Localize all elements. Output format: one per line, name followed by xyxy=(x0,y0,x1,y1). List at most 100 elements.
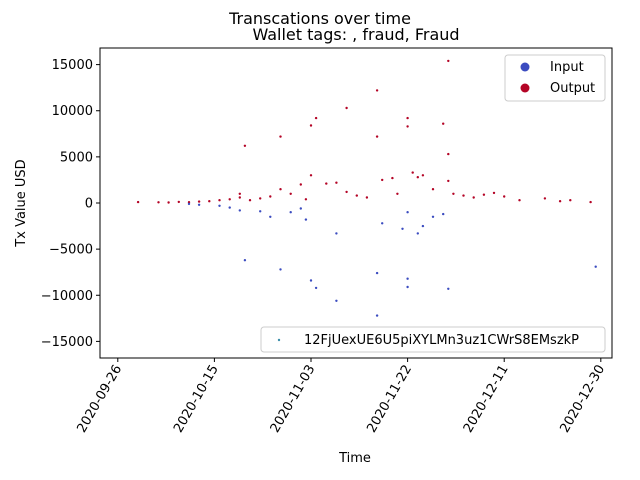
legend-output-label: Output xyxy=(550,81,595,96)
data-point-input xyxy=(416,232,419,235)
data-point-output xyxy=(411,171,414,174)
y-tick-label: −5000 xyxy=(49,243,93,258)
data-point-output xyxy=(406,125,409,128)
data-point-input xyxy=(375,314,379,317)
data-point-input xyxy=(309,279,313,282)
data-point-input xyxy=(421,224,425,228)
data-point-output xyxy=(345,190,348,194)
data-point-output xyxy=(335,181,338,184)
data-point-input xyxy=(381,222,384,225)
data-point-output xyxy=(304,198,308,201)
data-point-output xyxy=(375,89,379,92)
data-point-output xyxy=(289,192,292,195)
legend-wallet-marker xyxy=(277,338,281,342)
data-point-input xyxy=(314,286,318,290)
legend-input-label: Input xyxy=(550,60,584,75)
y-tick-label: 15000 xyxy=(52,58,93,73)
x-tick-label: 2020-12-11 xyxy=(461,363,512,436)
legend-lower-frame xyxy=(260,326,606,353)
x-tick-label: 2020-11-22 xyxy=(364,363,415,436)
data-point-output xyxy=(447,179,450,183)
data-point-output xyxy=(136,200,140,204)
data-point-output xyxy=(238,192,241,195)
points-layer xyxy=(136,59,597,317)
data-point-output xyxy=(482,193,486,196)
legend-upper-frame xyxy=(504,54,606,102)
data-point-output xyxy=(391,176,394,180)
data-point-input xyxy=(406,211,409,214)
data-point-output xyxy=(472,196,475,199)
legend-upper: Input Output xyxy=(504,54,606,102)
data-point-output xyxy=(558,200,562,203)
data-point-output xyxy=(177,200,180,204)
data-point-output xyxy=(314,116,318,120)
data-point-output xyxy=(442,122,445,125)
data-point-output xyxy=(187,201,191,204)
data-point-output xyxy=(381,178,384,182)
data-point-output xyxy=(355,194,358,197)
series-output xyxy=(136,59,592,204)
data-point-output xyxy=(406,116,409,120)
data-point-output xyxy=(228,198,231,201)
data-point-input xyxy=(243,259,247,262)
data-point-output xyxy=(259,197,262,200)
data-point-output xyxy=(325,182,328,185)
data-point-output xyxy=(309,124,313,127)
data-point-input xyxy=(238,209,241,212)
data-point-output xyxy=(157,201,160,204)
data-point-output xyxy=(518,199,521,202)
data-point-output xyxy=(167,201,170,204)
data-point-input xyxy=(228,206,231,209)
data-point-output xyxy=(416,176,419,179)
data-point-input xyxy=(431,215,435,218)
y-tick-label: −10000 xyxy=(41,289,93,304)
data-point-input xyxy=(269,215,272,218)
x-tick-label: 2020-09-26 xyxy=(74,363,125,436)
data-point-output xyxy=(421,174,425,177)
data-point-input xyxy=(289,211,292,214)
legend-wallet-label: 12FjUexUE6U5piXYLMn3uz1CWrS8EMszkP xyxy=(304,333,579,348)
data-point-output xyxy=(218,199,221,202)
data-point-output xyxy=(447,59,450,63)
data-point-output xyxy=(279,135,282,138)
data-point-input xyxy=(304,218,308,221)
y-tick-label: 10000 xyxy=(52,104,93,119)
legend-lower: 12FjUexUE6U5piXYLMn3uz1CWrS8EMszkP xyxy=(260,326,606,353)
data-point-output xyxy=(269,195,272,198)
data-point-output xyxy=(492,191,496,195)
data-point-output xyxy=(197,200,201,203)
x-axis-label: Time xyxy=(338,451,371,466)
data-point-output xyxy=(462,194,465,197)
data-point-output xyxy=(569,199,572,202)
data-point-output xyxy=(208,200,211,203)
x-axis: 2020-09-26 2020-10-15 2020-11-03 2020-11-22… xyxy=(74,358,608,435)
legend-output-marker xyxy=(520,83,530,93)
data-point-output xyxy=(375,135,379,138)
data-point-input xyxy=(197,203,201,206)
legend-input-marker xyxy=(520,62,530,72)
data-point-input xyxy=(218,204,221,207)
data-point-output xyxy=(396,192,399,195)
y-tick-label: 0 xyxy=(85,197,93,212)
chart-title: Transcations over time xyxy=(228,9,411,28)
data-point-input xyxy=(406,285,409,289)
data-point-input xyxy=(406,277,409,280)
data-point-output xyxy=(238,196,241,199)
x-tick-label: 2020-11-03 xyxy=(268,363,319,436)
data-point-output xyxy=(279,188,282,191)
data-point-output xyxy=(309,174,313,177)
data-point-input xyxy=(442,212,445,216)
y-tick-label: −15000 xyxy=(41,335,93,350)
series-input xyxy=(187,202,597,317)
data-point-input xyxy=(279,268,282,271)
x-tick-label: 2020-10-15 xyxy=(171,363,222,436)
data-point-output xyxy=(431,188,435,191)
data-point-input xyxy=(259,210,262,213)
data-point-input xyxy=(447,287,450,290)
data-point-input xyxy=(299,207,302,210)
data-point-output xyxy=(543,197,547,200)
y-axis-label: Tx Value USD xyxy=(14,159,29,247)
data-point-input xyxy=(335,232,338,235)
data-point-input xyxy=(187,202,191,206)
data-point-input xyxy=(594,265,597,268)
